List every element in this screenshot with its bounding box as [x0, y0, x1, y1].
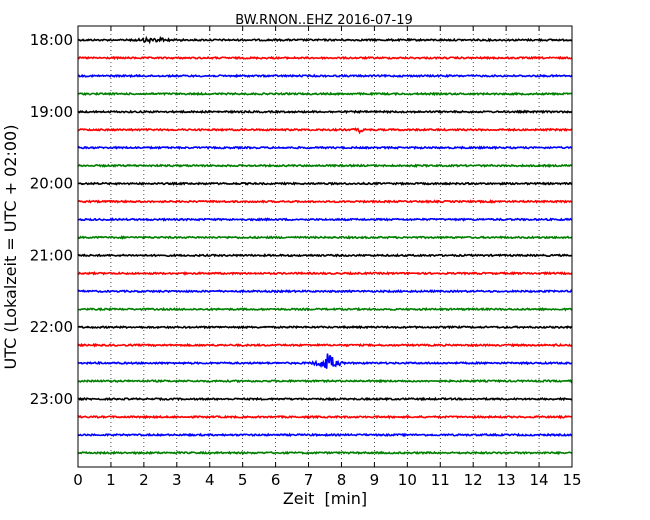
trace-line: [77, 414, 573, 420]
trace-line: [77, 252, 573, 258]
y-tick-label: 21:00: [30, 246, 73, 264]
x-tick-label: 3: [172, 471, 182, 489]
y-axis-label: UTC (Lokalzeit = UTC + 02:00): [1, 125, 20, 370]
trace-line: [77, 342, 573, 348]
grid-lines: [110, 26, 540, 467]
x-tick-label: 6: [271, 471, 281, 489]
x-tick-label: 13: [497, 471, 516, 489]
y-tick-label: 20:00: [30, 175, 73, 193]
trace-line: [77, 181, 573, 187]
x-tick-label: 15: [562, 471, 581, 489]
x-tick-label: 4: [205, 471, 215, 489]
trace-line: [77, 306, 573, 312]
trace-line: [77, 396, 573, 402]
trace-line: [77, 163, 573, 169]
x-tick-label: 12: [464, 471, 483, 489]
trace-line: [77, 378, 573, 384]
x-tick-label: 9: [370, 471, 380, 489]
x-axis: 0 1 2 3 4 5 6 7 8 9 10 11 12 13 14 15: [73, 26, 582, 489]
x-tick-label: 5: [238, 471, 248, 489]
trace-line: [77, 217, 573, 222]
trace-line: [77, 353, 573, 369]
trace-group: [77, 35, 573, 456]
trace-line: [77, 324, 573, 330]
trace-line: [77, 35, 573, 45]
x-tick-label: 14: [530, 471, 549, 489]
trace-line: [77, 73, 573, 79]
y-axis: 18:00 19:00 20:00 21:00 22:00 23:00: [30, 31, 572, 408]
y-tick-label: 19:00: [30, 103, 73, 121]
trace-line: [77, 432, 573, 438]
x-tick-label: 11: [431, 471, 450, 489]
x-axis-label: Zeit [min]: [283, 489, 367, 508]
y-tick-label: 18:00: [30, 31, 73, 49]
plot-frame: [77, 25, 573, 468]
trace-line: [77, 450, 573, 456]
x-tick-label: 7: [304, 471, 314, 489]
x-tick-label: 10: [398, 471, 417, 489]
x-tick-label: 2: [139, 471, 149, 489]
trace-line: [77, 145, 573, 151]
trace-line: [77, 127, 573, 135]
trace-line: [77, 199, 573, 204]
trace-line: [77, 289, 573, 294]
trace-line: [77, 91, 573, 97]
trace-line: [77, 235, 573, 240]
x-tick-label: 8: [337, 471, 347, 489]
chart-title: BW.RNON..EHZ 2016-07-19: [235, 13, 413, 28]
trace-line: [77, 55, 573, 61]
trace-line: [77, 109, 573, 115]
y-tick-label: 23:00: [30, 390, 73, 408]
x-tick-label: 0: [73, 471, 83, 489]
trace-line: [77, 270, 573, 276]
x-tick-label: 1: [106, 471, 116, 489]
y-tick-label: 22:00: [30, 318, 73, 336]
